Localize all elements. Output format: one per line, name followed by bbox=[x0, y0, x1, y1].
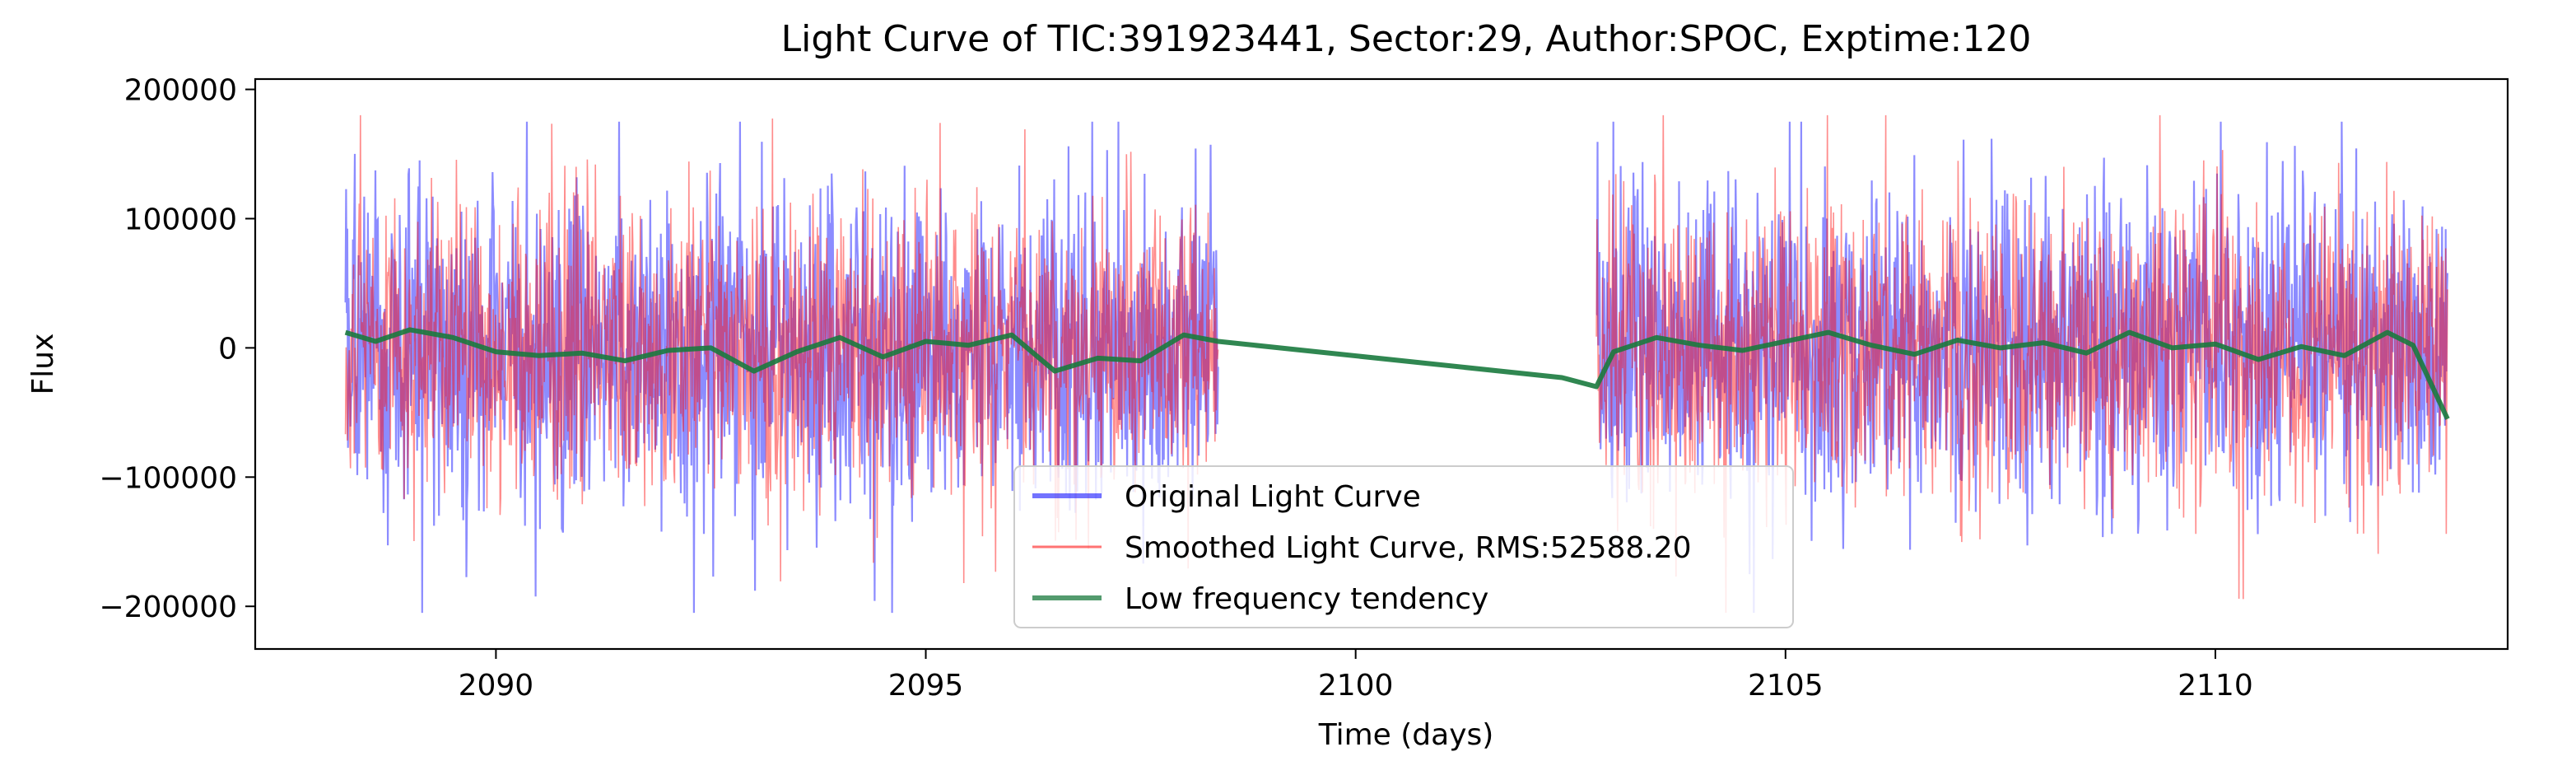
y-tick-label: 100000 bbox=[124, 203, 237, 236]
y-tick-label: 200000 bbox=[124, 74, 237, 108]
legend-label-original: Original Light Curve bbox=[1125, 480, 1421, 514]
chart-legend: Original Light Curve Smoothed Light Curv… bbox=[1013, 465, 1794, 628]
x-tick-label: 2095 bbox=[888, 669, 964, 703]
chart-title: Light Curve of TIC:391923441, Sector:29,… bbox=[781, 18, 2032, 60]
y-tick-label: −200000 bbox=[99, 591, 237, 624]
plot-data-layer bbox=[344, 114, 2450, 614]
x-tick-label: 2105 bbox=[1748, 669, 1824, 703]
series-band-1-segment-1 bbox=[1595, 114, 2448, 614]
axes-layer: 2090 2095 2100 2105 2110 −200000 −100000 0 10000… bbox=[99, 74, 2252, 703]
x-axis-label: Time (days) bbox=[1318, 718, 1494, 752]
legend-box bbox=[1013, 465, 1794, 628]
y-tick-label: 0 bbox=[218, 332, 237, 366]
y-axis-label: Flux bbox=[26, 334, 60, 395]
legend-label-low-frequency: Low frequency tendency bbox=[1125, 582, 1488, 616]
plot-frame bbox=[254, 77, 2509, 651]
x-tick-label: 2100 bbox=[1318, 669, 1394, 703]
x-tick-label: 2110 bbox=[2178, 669, 2253, 703]
series-band-0-segment-0 bbox=[344, 121, 1219, 614]
y-tick-label: −100000 bbox=[99, 461, 237, 495]
series-band-1-segment-0 bbox=[344, 114, 1219, 584]
x-tick-label: 2090 bbox=[459, 669, 534, 703]
legend-label-smoothed: Smoothed Light Curve, RMS:52588.20 bbox=[1125, 531, 1692, 565]
